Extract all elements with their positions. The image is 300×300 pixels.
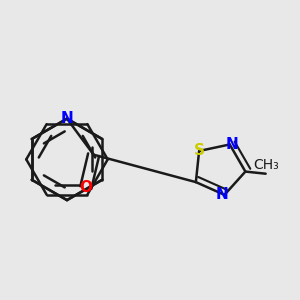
Text: N: N [226,137,239,152]
Text: N: N [61,111,74,126]
Text: CH₃: CH₃ [253,158,278,172]
Text: O: O [79,180,92,195]
Text: N: N [216,187,228,202]
Text: S: S [194,143,205,158]
